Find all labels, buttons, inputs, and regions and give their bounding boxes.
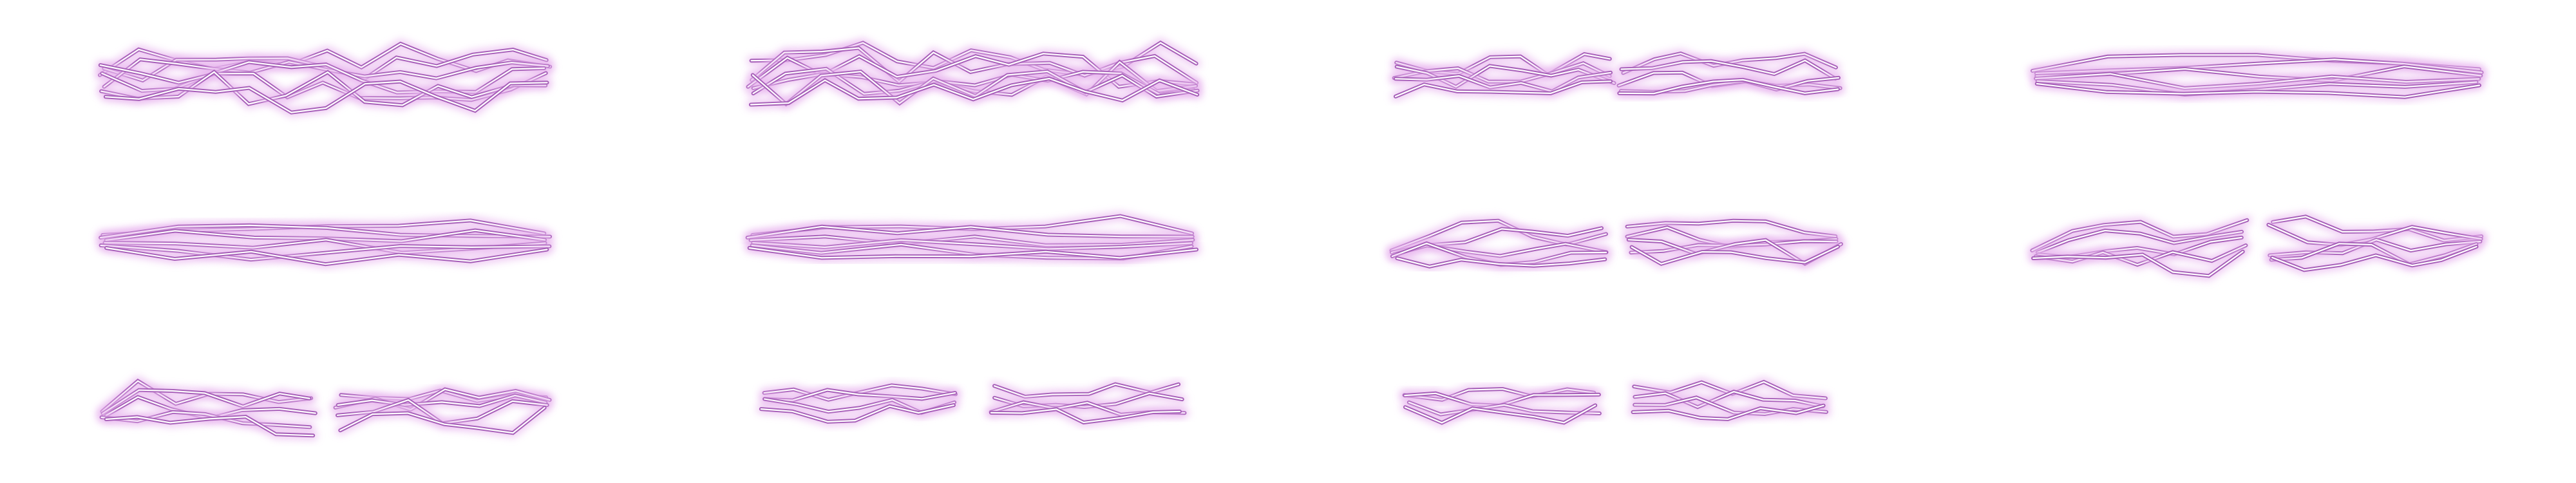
bolt-3-r4-core — [1618, 79, 1839, 95]
bolt-11-l2-core — [1408, 401, 1600, 415]
bolt-3-r1-core — [1620, 59, 1837, 80]
bolt-6-1-core — [746, 225, 1193, 239]
sprite-frame-1 — [95, 39, 555, 117]
sprite-frame-9 — [97, 375, 554, 440]
sprite-frame-3 — [1389, 48, 1845, 101]
bolt-10-r3-core — [990, 408, 1181, 424]
sprite-frame-8 — [2027, 212, 2486, 281]
bolt-8-l1-core — [2036, 229, 2243, 254]
sprite-frame-10 — [756, 379, 1189, 428]
sprite-frame-4 — [2028, 50, 2486, 102]
sprite-frame-7 — [1387, 216, 1846, 271]
bolt-9-l4-core — [105, 415, 314, 437]
bolt-6-5-core — [748, 247, 1198, 259]
bolt-4-5-core — [2036, 82, 2481, 98]
bolt-5-4-core — [100, 244, 551, 261]
bolt-7-r0-core — [1626, 220, 1837, 238]
bolt-3-l3-core — [1394, 71, 1612, 92]
bolt-11-r3-core — [1632, 404, 1824, 421]
sprite-frame-2 — [743, 37, 1202, 110]
bolt-10-l3-core — [760, 404, 954, 423]
bolt-1-6-core — [104, 80, 548, 113]
bolt-6-3-core — [752, 239, 1193, 250]
bolt-11-r1-core — [1634, 391, 1824, 408]
bolt-8-r4-core — [2271, 245, 2477, 271]
bolt-8-l4-core — [2032, 251, 2244, 277]
bolt-9-r2-core — [337, 394, 547, 407]
bolt-2-6-core — [750, 77, 1198, 106]
bolt-5-5-core — [105, 247, 548, 265]
bolt-8-l3-core — [2034, 244, 2247, 266]
bolt-4-3-core — [2035, 73, 2480, 90]
bolt-11-l3-core — [1404, 404, 1596, 424]
bolt-9-r4-core — [339, 406, 545, 434]
sprite-frame-5 — [96, 216, 555, 269]
bolt-9-l1-core — [102, 389, 310, 415]
bolt-9-r4-glow — [336, 403, 549, 438]
bolt-7-l4-core — [1396, 257, 1606, 267]
bolt-1-5-core — [100, 71, 547, 106]
bolt-3-l4-core — [1394, 80, 1612, 97]
sprite-frame-11 — [1399, 377, 1831, 428]
bolt-7-r4-core — [1631, 245, 1839, 265]
sprite-frame-6 — [743, 211, 1201, 263]
